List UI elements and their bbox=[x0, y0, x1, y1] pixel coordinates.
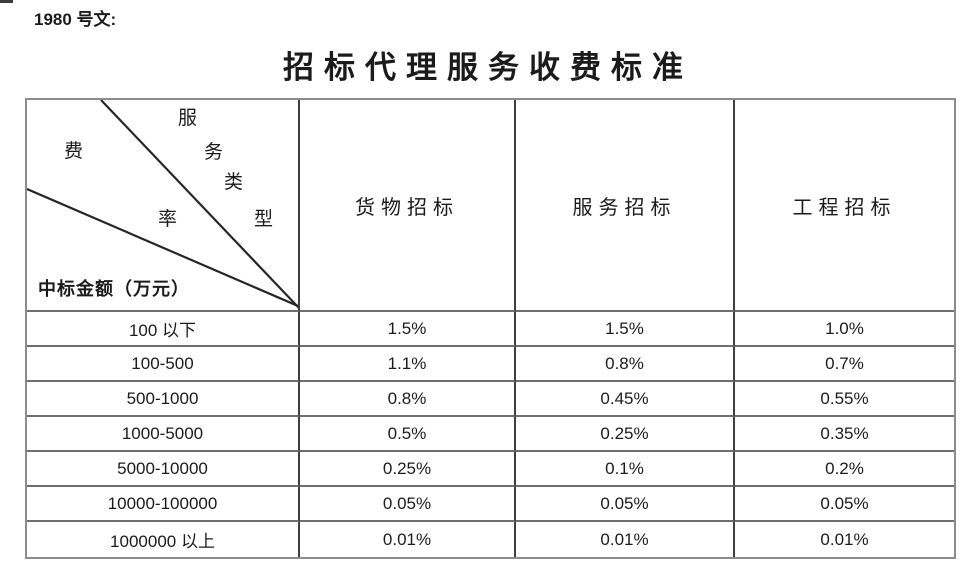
doc-number-label: 1980 号文: bbox=[34, 10, 117, 29]
page-title: 招标代理服务收费标准 bbox=[283, 50, 693, 85]
rate-value-cell: 0.25% bbox=[516, 417, 735, 452]
table-header-row: 服 务 类 型 费 率 中标金额（万元） 货物招标 服务招标 工程招标 bbox=[27, 100, 954, 312]
table-row: 100 以下 1.5% 1.5% 1.0% bbox=[27, 312, 954, 347]
fee-rate-char-2: 率 bbox=[158, 209, 178, 230]
rate-value-cell: 0.35% bbox=[735, 417, 954, 452]
col-axis-char-2: 务 bbox=[204, 142, 224, 163]
col-axis-char-1: 服 bbox=[178, 108, 198, 129]
rate-value-cell: 0.01% bbox=[820, 529, 869, 549]
diagonal-divider-lines bbox=[27, 100, 298, 309]
amount-range-cell: 1000000 以上 bbox=[27, 522, 300, 557]
table-row: 1000-5000 0.5% 0.25% 0.35% bbox=[27, 417, 954, 452]
fee-rate-table: 服 务 类 型 费 率 中标金额（万元） 货物招标 服务招标 工程招标 100 … bbox=[25, 98, 956, 559]
amount-range-cell: 5000-10000 bbox=[27, 452, 300, 487]
col-axis-char-4: 型 bbox=[254, 209, 274, 230]
rate-value-cell: 1.5% bbox=[516, 312, 735, 347]
rate-value-cell: 1.0% bbox=[735, 312, 954, 347]
amount-range-cell: 10000-100000 bbox=[27, 487, 300, 522]
screen-edge-artifact bbox=[0, 0, 13, 3]
table-row: 10000-100000 0.05% 0.05% 0.05% bbox=[27, 487, 954, 522]
amount-range-cell: 1000-5000 bbox=[27, 417, 300, 452]
rate-value-cell: 0.01% bbox=[300, 522, 516, 557]
rate-value-cell: 0.01% bbox=[516, 522, 735, 557]
amount-range-cell: 500-1000 bbox=[27, 382, 300, 417]
table-corner-cell: 服 务 类 型 费 率 中标金额（万元） bbox=[27, 100, 300, 312]
table-row: 1000000 以上 0.01% 0.01% 0.01% bbox=[27, 522, 954, 557]
fee-rate-char-1: 费 bbox=[64, 141, 84, 162]
column-header-works-bidding: 工程招标 bbox=[735, 100, 954, 312]
rate-value-cell: 0.1% bbox=[516, 452, 735, 487]
table-row: 500-1000 0.8% 0.45% 0.55% bbox=[27, 382, 954, 417]
rate-value-cell: 0.25% bbox=[300, 452, 516, 487]
rate-value-cell: 1.5% bbox=[300, 312, 516, 347]
rate-value-cell: 1.1% bbox=[300, 347, 516, 382]
rate-value-cell: 0.45% bbox=[516, 382, 735, 417]
rate-value-cell: 0.55% bbox=[735, 382, 954, 417]
column-header-services-bidding: 服务招标 bbox=[516, 100, 735, 312]
col-axis-char-3: 类 bbox=[224, 172, 244, 193]
rate-value-cell: 0.05% bbox=[300, 487, 516, 522]
column-header-goods-bidding: 货物招标 bbox=[300, 100, 516, 312]
rate-value-cell: 0.2% bbox=[735, 452, 954, 487]
rate-value-cell: 0.7% bbox=[735, 347, 954, 382]
table-body: 100 以下 1.5% 1.5% 1.0% 100-500 1.1% 0.8% 0.7% 500… bbox=[27, 312, 954, 557]
rate-value-cell: 0.5% bbox=[300, 417, 516, 452]
amount-range-cell: 100 以下 bbox=[27, 312, 300, 347]
rate-value-cell: 0.8% bbox=[516, 347, 735, 382]
rate-value-cell: 0.05% bbox=[516, 487, 735, 522]
amount-range-cell: 100-500 bbox=[27, 347, 300, 382]
rate-value-cell: 0.05% bbox=[735, 487, 954, 522]
rate-value-cell: 0.8% bbox=[300, 382, 516, 417]
row-axis-label: 中标金额（万元） bbox=[38, 279, 190, 299]
table-row: 100-500 1.1% 0.8% 0.7% bbox=[27, 347, 954, 382]
table-row: 5000-10000 0.25% 0.1% 0.2% bbox=[27, 452, 954, 487]
